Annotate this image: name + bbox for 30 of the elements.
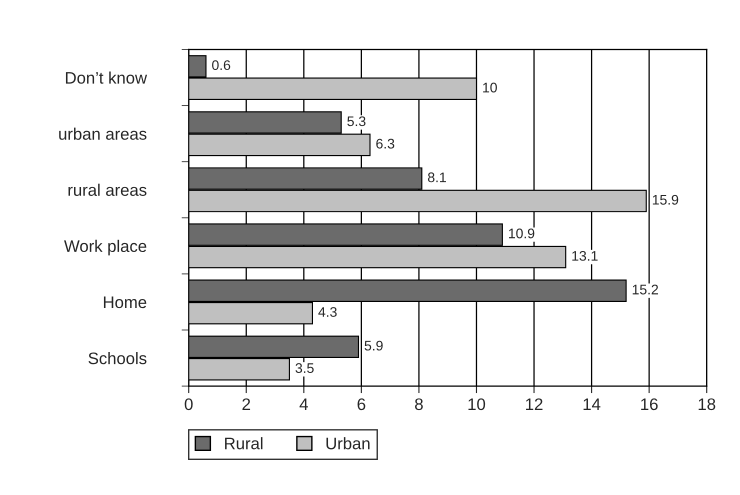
data-label: 4.3 xyxy=(318,307,337,317)
data-label: 10.9 xyxy=(508,228,534,238)
data-label: 13.1 xyxy=(572,250,598,261)
x-tick-label: 10 xyxy=(468,398,486,410)
x-tick-label: 12 xyxy=(526,398,542,410)
data-label: 3.5 xyxy=(296,363,314,373)
x-tick-label: 16 xyxy=(641,398,658,410)
y-tick-label: Work place xyxy=(64,240,146,256)
y-tick-label: Don’t know xyxy=(66,72,148,84)
y-tick-label: rural areas xyxy=(68,184,146,196)
data-label: 5.9 xyxy=(364,340,383,351)
x-tick-label: 2 xyxy=(242,398,250,410)
x-tick-label: 8 xyxy=(415,398,423,410)
data-label: 10 xyxy=(483,82,497,92)
x-tick-label: 18 xyxy=(698,398,716,410)
data-label: 15.2 xyxy=(632,284,658,294)
data-label: 6.3 xyxy=(376,138,394,149)
x-tick-label: 0 xyxy=(184,398,193,410)
data-label: 0.6 xyxy=(212,60,230,70)
data-label: 8.1 xyxy=(428,172,446,182)
data-label: 15.9 xyxy=(652,194,678,205)
x-tick-label: 14 xyxy=(584,398,600,410)
y-tick-label: urban areas xyxy=(59,128,146,140)
legend-label: Urban xyxy=(326,437,370,450)
y-tick-label: Schools xyxy=(88,352,146,364)
y-tick-label: Home xyxy=(104,296,146,308)
x-tick-label: 6 xyxy=(358,398,366,410)
legend-label: Rural xyxy=(225,437,262,450)
data-label: 5.3 xyxy=(347,116,366,126)
x-tick-label: 4 xyxy=(300,398,308,410)
